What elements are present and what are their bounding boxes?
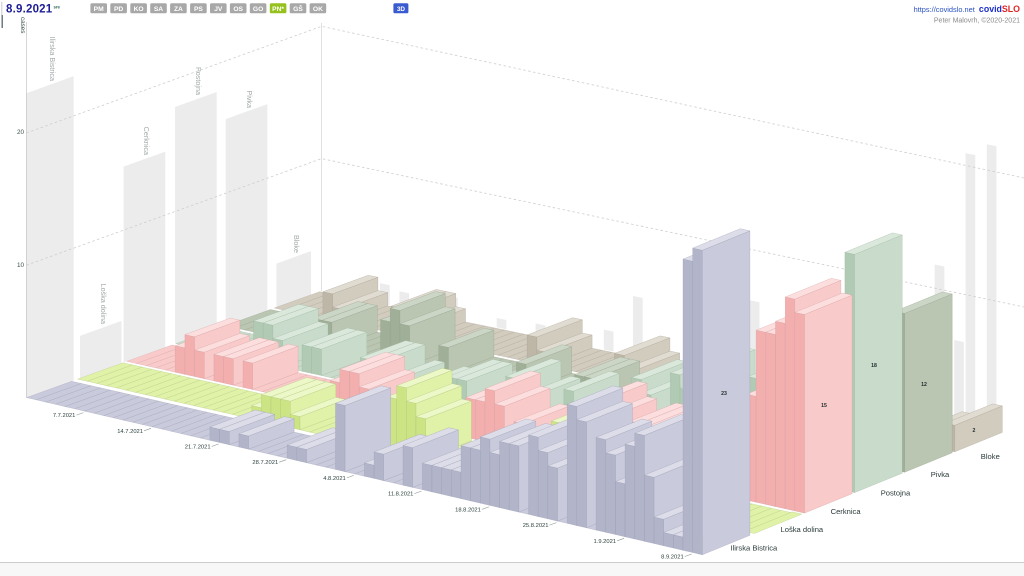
svg-text:Postojna: Postojna <box>194 67 203 95</box>
svg-text:cases: cases <box>19 17 26 33</box>
svg-text:PM: PM <box>94 6 104 13</box>
svg-text:4.8.2021: 4.8.2021 <box>323 476 346 482</box>
svg-text:GŠ: GŠ <box>293 4 303 13</box>
svg-text:1.9.2021: 1.9.2021 <box>594 539 617 545</box>
svg-text:20: 20 <box>17 129 25 136</box>
svg-text:Pivka: Pivka <box>245 90 254 108</box>
svg-text:15: 15 <box>821 403 827 409</box>
svg-text:https://covidslo.net covidSLO: https://covidslo.net covidSLO <box>914 4 1021 14</box>
svg-text:ZA: ZA <box>174 6 183 13</box>
svg-text:OK: OK <box>313 6 323 13</box>
svg-text:OS: OS <box>233 6 243 13</box>
svg-text:10: 10 <box>17 262 25 269</box>
svg-text:8.9.2021: 8.9.2021 <box>661 555 684 561</box>
svg-text:Cerknica: Cerknica <box>142 127 151 155</box>
svg-text:Bloke: Bloke <box>981 452 1000 461</box>
svg-text:2: 2 <box>973 428 976 434</box>
svg-text:Ilirska Bistrica: Ilirska Bistrica <box>48 37 57 81</box>
svg-text:25.8.2021: 25.8.2021 <box>523 523 549 529</box>
svg-text:PS: PS <box>194 6 203 13</box>
svg-text:18.8.2021: 18.8.2021 <box>455 507 481 513</box>
svg-text:Loška dolina: Loška dolina <box>781 525 824 534</box>
svg-text:Bloke: Bloke <box>292 235 301 253</box>
svg-text:7.7.2021: 7.7.2021 <box>53 413 76 419</box>
svg-text:21.7.2021: 21.7.2021 <box>185 445 211 451</box>
svg-text:JV: JV <box>214 6 223 13</box>
svg-text:PN*: PN* <box>272 6 284 13</box>
svg-text:23: 23 <box>721 391 727 397</box>
svg-text:Peter Malovrh, ©2020-2021: Peter Malovrh, ©2020-2021 <box>934 17 1020 25</box>
svg-text:GO: GO <box>253 6 263 13</box>
svg-text:sre: sre <box>54 5 61 10</box>
svg-text:11.8.2021: 11.8.2021 <box>388 492 413 498</box>
svg-text:12: 12 <box>921 382 927 388</box>
svg-text:8.9.2021: 8.9.2021 <box>6 4 53 16</box>
svg-text:SA: SA <box>154 6 163 13</box>
svg-text:18: 18 <box>871 363 877 369</box>
svg-text:Postojna: Postojna <box>881 489 911 498</box>
svg-text:PD: PD <box>114 6 123 13</box>
svg-text:Pivka: Pivka <box>931 470 950 479</box>
svg-text:3D: 3D <box>397 6 406 13</box>
svg-text:14.7.2021: 14.7.2021 <box>117 429 143 435</box>
svg-text:Loška dolina: Loška dolina <box>99 284 108 324</box>
svg-text:Ilirska Bistrica: Ilirska Bistrica <box>730 544 778 553</box>
svg-text:28.7.2021: 28.7.2021 <box>252 460 278 466</box>
svg-text:Cerknica: Cerknica <box>831 507 862 516</box>
svg-text:KO: KO <box>134 6 144 13</box>
